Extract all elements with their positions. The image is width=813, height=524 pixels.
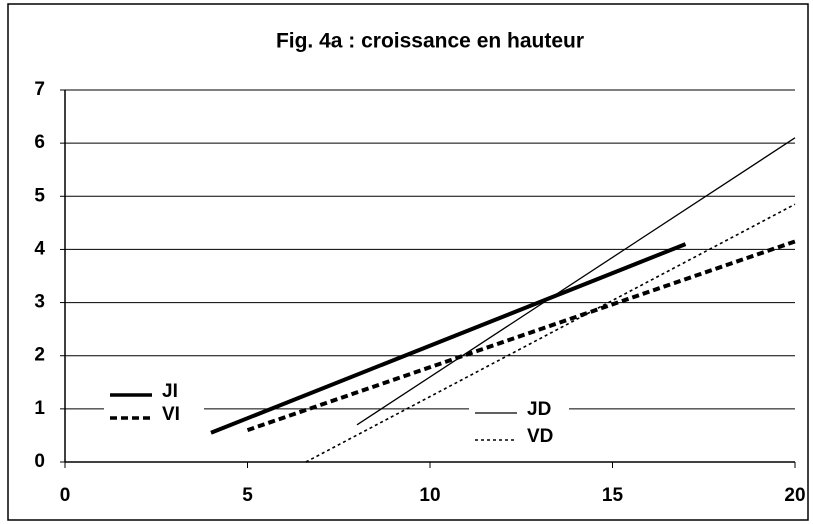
y-tick-label: 7 bbox=[34, 79, 45, 100]
legend-label: JD bbox=[527, 399, 551, 420]
series-line bbox=[246, 239, 796, 433]
legend-label: VD bbox=[527, 426, 553, 447]
y-tick-label: 0 bbox=[34, 451, 45, 472]
legend-background bbox=[469, 399, 569, 421]
y-tick-label: 1 bbox=[34, 398, 45, 419]
y-tick-label: 2 bbox=[34, 345, 45, 366]
x-tick-label: 15 bbox=[602, 485, 624, 506]
x-tick-label: 5 bbox=[242, 485, 253, 506]
x-tick-label: 0 bbox=[60, 485, 71, 506]
chart-title: Fig. 4a : croissance en hauteur bbox=[276, 30, 584, 53]
legend-label: JI bbox=[162, 381, 178, 402]
legend-background bbox=[104, 404, 204, 426]
legend-background bbox=[469, 426, 569, 448]
legend-label: VI bbox=[162, 404, 180, 425]
y-tick-label: 4 bbox=[34, 238, 45, 259]
legend-background bbox=[104, 381, 204, 403]
x-tick-label: 20 bbox=[784, 485, 805, 506]
y-tick-label: 3 bbox=[34, 292, 45, 313]
series-line bbox=[356, 137, 796, 426]
y-tick-label: 6 bbox=[34, 132, 45, 153]
y-tick-label: 5 bbox=[34, 185, 45, 206]
chart-frame bbox=[7, 3, 809, 521]
series-line bbox=[305, 203, 796, 463]
series-line bbox=[210, 242, 687, 435]
x-tick-label: 10 bbox=[419, 485, 440, 506]
